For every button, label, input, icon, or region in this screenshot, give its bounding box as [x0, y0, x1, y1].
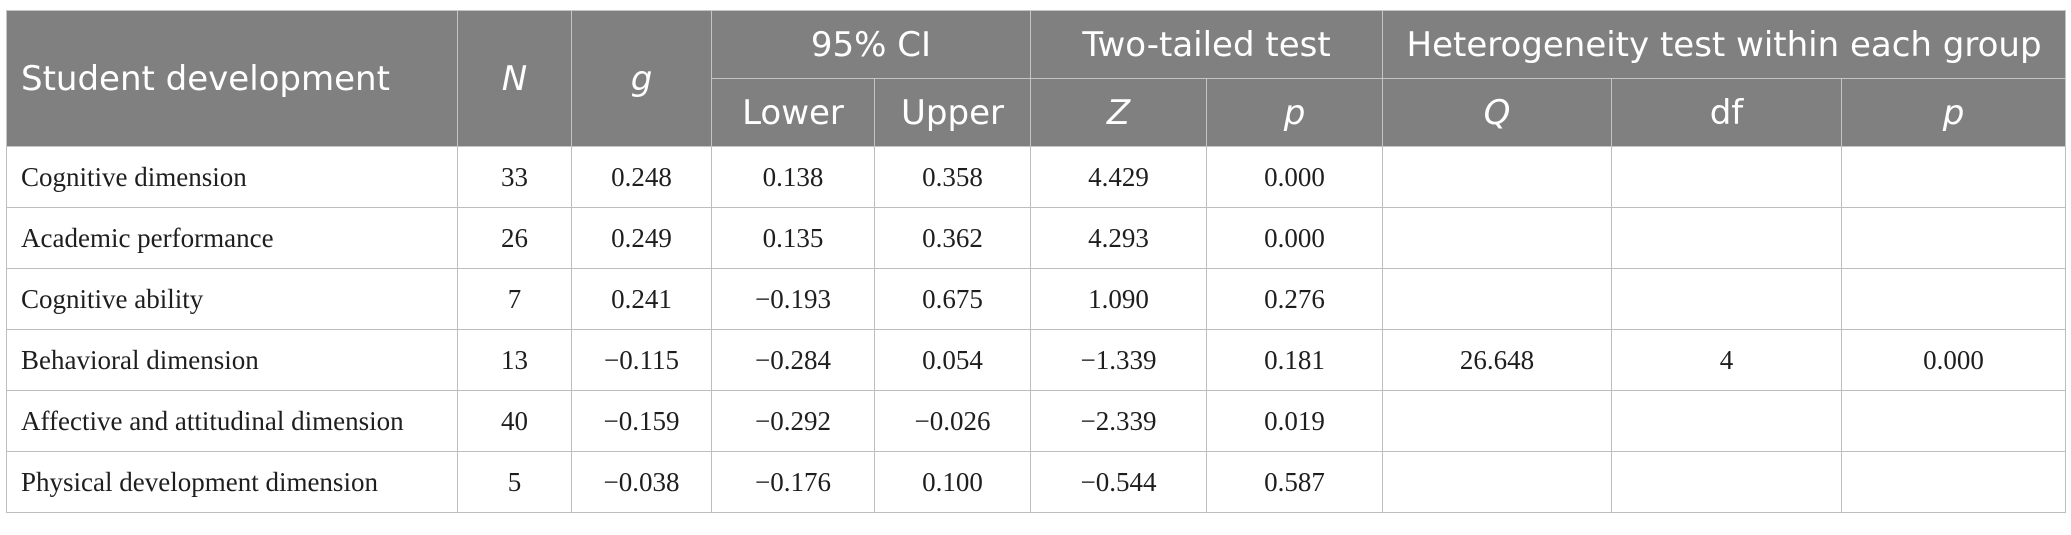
cell-p: 0.000 [1206, 207, 1383, 269]
cell-n: 40 [457, 390, 572, 452]
header-p-heterogeneity: p [1840, 78, 2067, 147]
cell-upper: 0.362 [874, 207, 1031, 269]
cell-p: 0.181 [1206, 329, 1383, 391]
header-g: g [571, 10, 712, 147]
table-row: Affective and attitudinal dimension 40 −… [6, 390, 2067, 452]
cell-g: 0.241 [571, 268, 712, 330]
cell-q-empty [1382, 268, 1612, 330]
cell-upper: 0.675 [874, 268, 1031, 330]
cell-g: −0.115 [571, 329, 712, 391]
cell-z: 4.293 [1030, 207, 1207, 269]
header-student-development: Student development [6, 10, 458, 147]
row-label: Academic performance [6, 207, 458, 269]
header-p: p [1206, 78, 1383, 147]
row-label: Cognitive dimension [6, 146, 458, 208]
cell-g: 0.248 [571, 146, 712, 208]
cell-p-het-empty [1840, 268, 2067, 330]
cell-p-het-empty [1840, 146, 2067, 208]
header-upper: Upper [874, 78, 1031, 147]
row-label: Affective and attitudinal dimension [6, 390, 458, 452]
cell-p-het-empty [1840, 390, 2067, 452]
table-row: Cognitive dimension 33 0.248 0.138 0.358… [6, 146, 2067, 208]
row-label: Cognitive ability [6, 268, 458, 330]
cell-z: −0.544 [1030, 451, 1207, 513]
table-row: Academic performance 26 0.249 0.135 0.36… [6, 207, 2067, 269]
cell-p-het-empty [1840, 451, 2067, 513]
cell-df-empty [1611, 146, 1842, 208]
cell-z: −1.339 [1030, 329, 1207, 391]
table-row: Cognitive ability 7 0.241 −0.193 0.675 1… [6, 268, 2067, 330]
cell-lower: 0.135 [711, 207, 875, 269]
header-n: N [457, 10, 572, 147]
cell-n: 7 [457, 268, 572, 330]
cell-df: 4 [1611, 329, 1842, 391]
cell-p-het-empty [1840, 207, 2067, 269]
cell-upper: 0.054 [874, 329, 1031, 391]
cell-lower: −0.193 [711, 268, 875, 330]
cell-z: −2.339 [1030, 390, 1207, 452]
cell-df-empty [1611, 451, 1842, 513]
header-heterogeneity: Heterogeneity test within each group [1381, 10, 2067, 79]
header-ci: 95% CI [711, 10, 1031, 79]
table-row: Physical development dimension 5 −0.038 … [6, 451, 2067, 513]
cell-q: 26.648 [1382, 329, 1612, 391]
header-lower: Lower [711, 78, 875, 147]
header-q: Q [1382, 78, 1612, 147]
cell-lower: −0.292 [711, 390, 875, 452]
cell-upper: 0.358 [874, 146, 1031, 208]
cell-upper: −0.026 [874, 390, 1031, 452]
table-row: Behavioral dimension 13 −0.115 −0.284 0.… [6, 329, 2067, 391]
cell-z: 1.090 [1030, 268, 1207, 330]
cell-n: 33 [457, 146, 572, 208]
cell-df-empty [1611, 390, 1842, 452]
cell-df-empty [1611, 207, 1842, 269]
cell-q-empty [1382, 207, 1612, 269]
cell-g: −0.159 [571, 390, 712, 452]
cell-lower: 0.138 [711, 146, 875, 208]
row-label: Physical development dimension [6, 451, 458, 513]
cell-p: 0.019 [1206, 390, 1383, 452]
header-df: df [1611, 78, 1842, 147]
cell-lower: −0.284 [711, 329, 875, 391]
cell-p: 0.587 [1206, 451, 1383, 513]
cell-n: 5 [457, 451, 572, 513]
row-label: Behavioral dimension [6, 329, 458, 391]
cell-g: 0.249 [571, 207, 712, 269]
cell-lower: −0.176 [711, 451, 875, 513]
header-z: Z [1030, 78, 1207, 147]
cell-z: 4.429 [1030, 146, 1207, 208]
header-two-tailed: Two-tailed test [1030, 10, 1383, 79]
results-table: Student development N g 95% CI Two-taile… [6, 10, 2067, 513]
cell-n: 13 [457, 329, 572, 391]
cell-df-empty [1611, 268, 1842, 330]
cell-p: 0.276 [1206, 268, 1383, 330]
cell-q-empty [1382, 451, 1612, 513]
cell-p-heterogeneity: 0.000 [1840, 329, 2067, 391]
cell-g: −0.038 [571, 451, 712, 513]
cell-p: 0.000 [1206, 146, 1383, 208]
cell-n: 26 [457, 207, 572, 269]
cell-q-empty [1382, 390, 1612, 452]
cell-upper: 0.100 [874, 451, 1031, 513]
cell-q-empty [1382, 146, 1612, 208]
